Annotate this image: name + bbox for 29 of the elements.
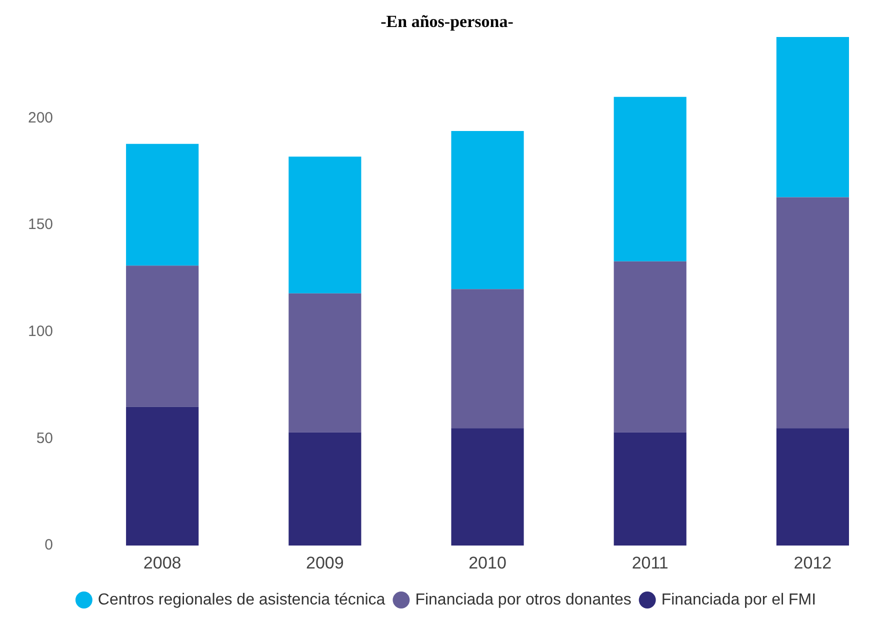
x-tick-label: 2011	[632, 553, 668, 572]
bar	[776, 37, 849, 198]
bar	[126, 406, 199, 546]
x-tick-label: 2012	[794, 553, 832, 572]
bar	[451, 428, 524, 546]
bar	[614, 432, 686, 546]
x-tick-label: 2008	[143, 553, 182, 572]
legend-label: Financiada por el FMI	[661, 591, 816, 608]
bar	[451, 131, 524, 290]
x-tick-label: 2009	[306, 553, 344, 572]
bar	[614, 261, 686, 432]
bar	[614, 96, 686, 262]
bar	[776, 428, 849, 546]
y-tick-label: 100	[28, 323, 54, 340]
y-tick-label: 150	[28, 216, 54, 234]
legend-label: Centros regionales de asistencia técnica	[98, 591, 386, 608]
bar	[776, 197, 849, 428]
y-tick-label: 50	[36, 430, 54, 447]
bar	[126, 144, 199, 266]
bar	[451, 289, 524, 428]
y-tick-label: 0	[44, 536, 54, 554]
x-tick-label: 2010	[468, 553, 506, 572]
bar	[288, 156, 362, 294]
legend-label: Financiada por otros donantes	[415, 591, 632, 608]
bar	[288, 432, 362, 546]
chart-title: -En años-persona-	[380, 12, 514, 32]
bar	[126, 266, 199, 407]
bar	[288, 293, 362, 432]
y-tick-label: 200	[28, 109, 54, 126]
